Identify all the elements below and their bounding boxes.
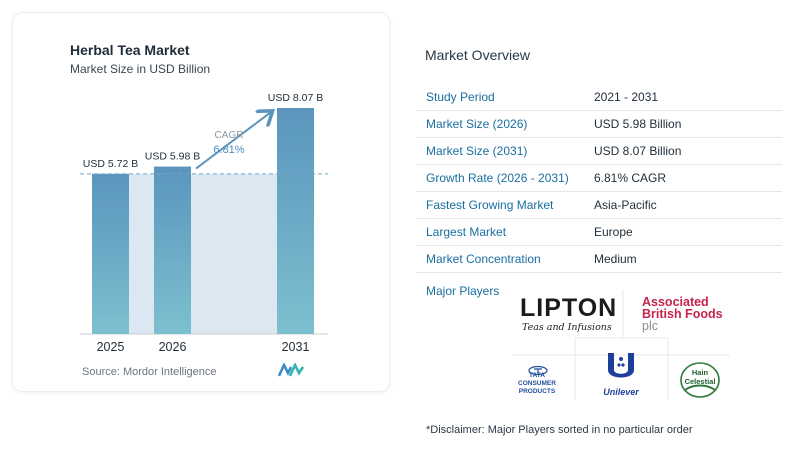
overview-row: Fastest Growing Market Asia-Pacific: [416, 192, 782, 219]
cagr-value: 6.81%: [213, 144, 244, 156]
source-text: Source: Mordor Intelligence: [82, 366, 217, 378]
lipton-tagline: Teas and Infusions: [522, 322, 612, 333]
overview-row: Market Concentration Medium: [416, 246, 782, 273]
tick-label-2026: 2026: [159, 340, 187, 354]
tick-label-2031: 2031: [282, 340, 310, 354]
overview-row-value: USD 5.98 Billion: [594, 117, 682, 131]
bar-2025: [92, 173, 129, 334]
bar-2031: [277, 108, 314, 334]
overview-row: Market Size (2031) USD 8.07 Billion: [416, 138, 782, 165]
overview-row-label: Market Concentration: [426, 252, 541, 266]
disclaimer-text: *Disclaimer: Major Players sorted in no …: [426, 424, 693, 436]
hain-logo-line1: Hain: [691, 368, 709, 377]
overview-row-label: Market Size (2026): [426, 117, 528, 131]
lipton-logo: LIPTON: [520, 294, 618, 322]
tata-logo-line1: TATA: [529, 372, 545, 379]
mordor-logo-icon: [278, 363, 304, 377]
overview-table: Study Period 2021 - 2031 Market Size (2026…: [416, 84, 782, 273]
overview-row-label: Fastest Growing Market: [426, 198, 554, 212]
tata-logo-line3: PRODUCTS: [518, 388, 556, 395]
overview-row-value: 6.81% CAGR: [594, 171, 667, 185]
overview-row: Market Size (2026) USD 5.98 Billion: [416, 111, 782, 138]
unilever-logo-icon: [608, 353, 634, 378]
overview-row-value: Asia-Pacific: [594, 198, 657, 212]
chart-subtitle: Market Size in USD Billion: [70, 62, 211, 76]
data-label-2025: USD 5.72 B: [83, 158, 138, 170]
cagr-arrow: [195, 112, 271, 170]
abf-logo-line2: British Foods: [642, 307, 723, 321]
overview-row-label: Study Period: [426, 90, 495, 104]
overview-row-label: Largest Market: [426, 225, 507, 239]
tata-logo-icon: [528, 366, 548, 375]
overview-row-label: Market Size (2031): [426, 144, 528, 158]
overview-row-value: Europe: [594, 225, 633, 239]
hain-celestial-logo-icon: [680, 362, 720, 398]
data-label-2031: USD 8.07 B: [268, 92, 323, 104]
abf-logo-line1: Associated: [642, 295, 709, 309]
overview-row-value: USD 8.07 Billion: [594, 144, 682, 158]
abf-logo-plc: plc: [642, 319, 658, 333]
chart-title: Herbal Tea Market: [70, 42, 190, 58]
major-players-label: Major Players: [426, 284, 500, 298]
tata-logo-line2: CONSUMER: [518, 380, 556, 387]
data-label-2026: USD 5.98 B: [145, 151, 200, 163]
hain-logo-line2: Celestial: [684, 377, 716, 386]
overview-row-label: Growth Rate (2026 - 2031): [426, 171, 569, 185]
cagr-label: CAGR: [215, 130, 244, 141]
overview-row: Largest Market Europe: [416, 219, 782, 246]
overview-row-value: Medium: [594, 252, 637, 266]
unilever-logo-text: Unilever: [603, 387, 639, 397]
overview-row: Study Period 2021 - 2031: [416, 84, 782, 111]
bar-chart: USD 5.72 B 2025 USD 5.98 B 2026 USD 8.07 B 20…: [80, 92, 328, 354]
tick-label-2025: 2025: [97, 340, 125, 354]
overview-row: Growth Rate (2026 - 2031) 6.81% CAGR: [416, 165, 782, 192]
bar-2026: [154, 166, 191, 334]
overview-title: Market Overview: [425, 47, 531, 63]
overview-row-value: 2021 - 2031: [594, 90, 659, 104]
